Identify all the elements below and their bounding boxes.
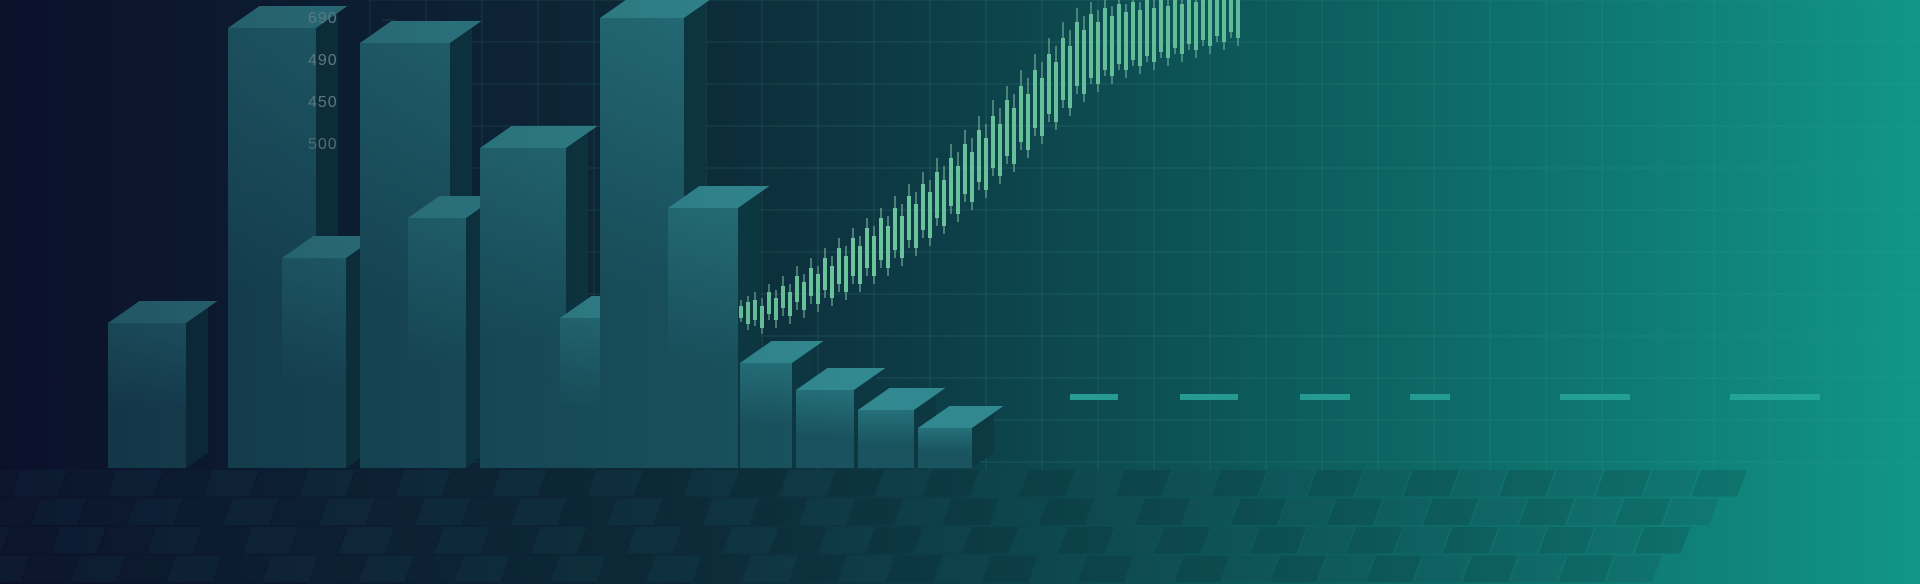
volume-block: [1730, 394, 1820, 400]
volume-block: [1300, 394, 1350, 400]
volume-block: [1410, 394, 1450, 400]
volume-blocks: [0, 0, 1920, 584]
volume-block: [1180, 394, 1238, 400]
volume-block: [1070, 394, 1118, 400]
volume-block: [1560, 394, 1630, 400]
